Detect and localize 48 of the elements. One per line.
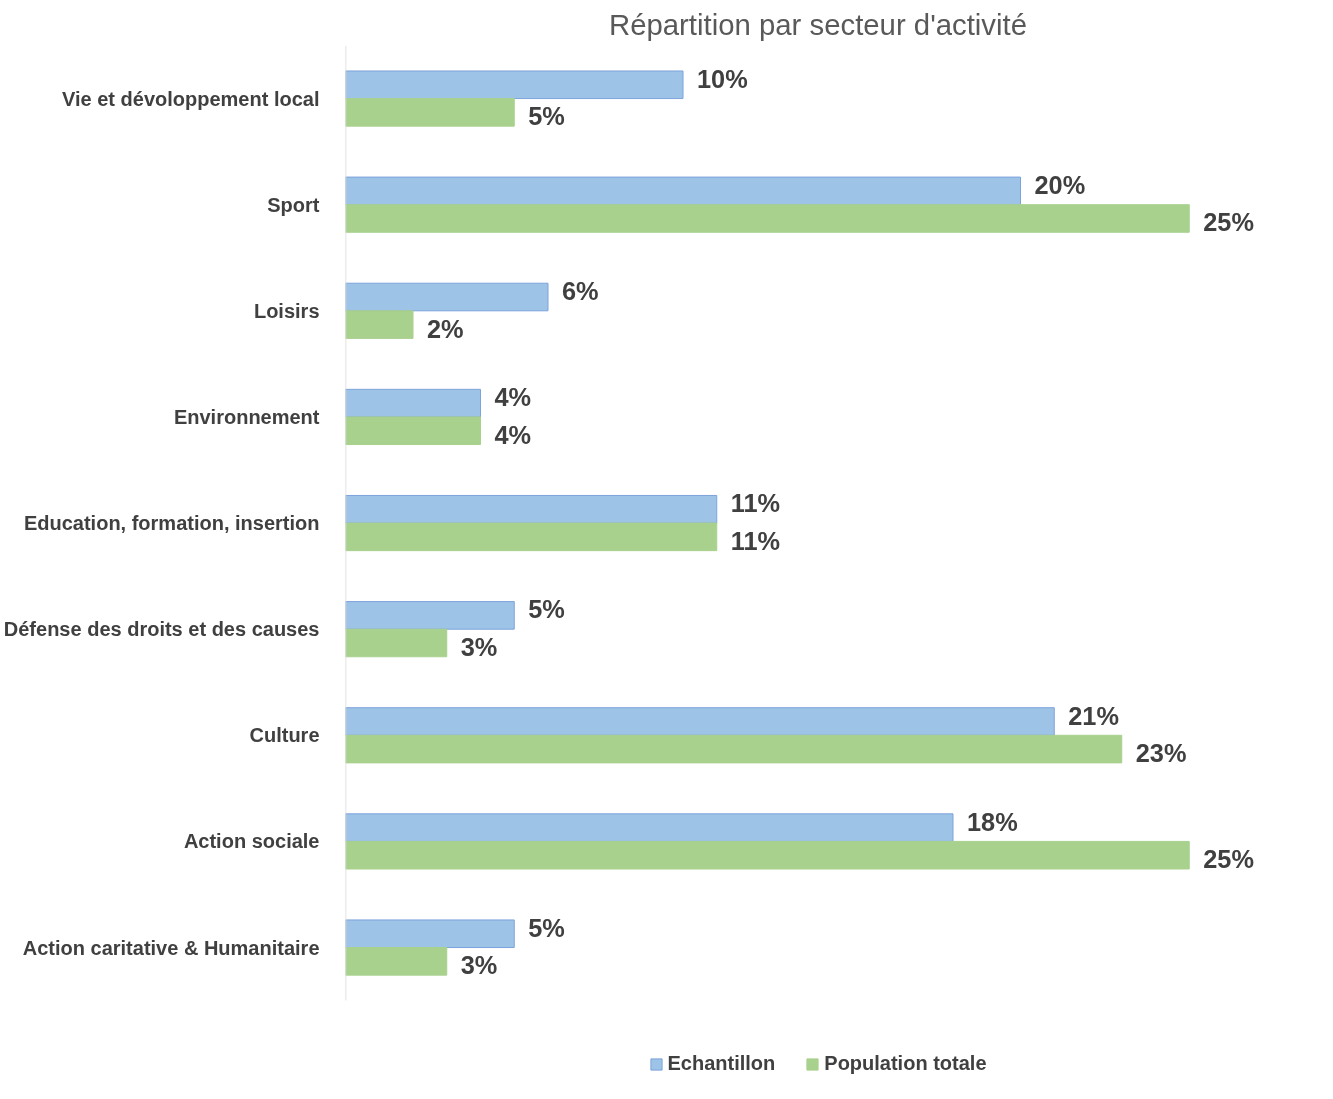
bar [345, 282, 549, 312]
bar [345, 707, 1055, 736]
data-label: 25% [1203, 208, 1254, 237]
bar [345, 522, 718, 552]
y-tick-label: Loisirs [253, 299, 320, 322]
bar [345, 734, 1123, 764]
data-label: 18% [967, 807, 1018, 836]
data-label: 11% [730, 489, 781, 518]
data-label: 5% [528, 102, 565, 131]
data-label: 25% [1203, 845, 1254, 874]
legend-label: Echantillon [667, 1052, 776, 1075]
y-tick-label: Action caritative & Humanitaire [22, 936, 320, 959]
bar [345, 416, 481, 446]
data-label: 2% [427, 314, 464, 343]
y-tick-label: Education, formation, insertion [23, 512, 320, 535]
bar [345, 204, 1190, 233]
y-tick-label: Vie et dévoloppement local [62, 87, 320, 110]
bar [345, 176, 1021, 206]
data-label: 5% [528, 913, 565, 942]
chart-title: Répartition par secteur d'activité [608, 7, 1028, 41]
y-tick-label: Action sociale [183, 830, 320, 853]
data-label: 21% [1068, 701, 1119, 730]
data-label: 11% [730, 526, 781, 555]
data-label: 10% [697, 64, 748, 93]
data-label: 6% [562, 277, 599, 306]
data-label: 23% [1135, 739, 1187, 768]
bar [345, 494, 718, 524]
data-label: 20% [1034, 170, 1086, 199]
data-label: 3% [460, 951, 498, 980]
y-tick-label: Culture [249, 724, 320, 747]
y-tick-label: Défense des droits et des causes [3, 618, 320, 641]
bar [345, 310, 414, 339]
bar [345, 919, 515, 949]
bar [345, 628, 448, 658]
y-tick-label: Sport [267, 193, 320, 216]
bar [345, 98, 515, 127]
bar [345, 813, 954, 842]
bar [345, 388, 481, 418]
data-label: 5% [528, 595, 565, 624]
bar [345, 947, 448, 976]
y-tick-label: Environnement [173, 405, 320, 428]
bar [345, 601, 515, 630]
data-label: 3% [460, 632, 498, 661]
bar [345, 70, 684, 100]
legend-label: Population totale [824, 1052, 987, 1075]
data-label: 4% [494, 383, 532, 412]
bar [345, 840, 1190, 870]
data-label: 4% [494, 420, 532, 449]
